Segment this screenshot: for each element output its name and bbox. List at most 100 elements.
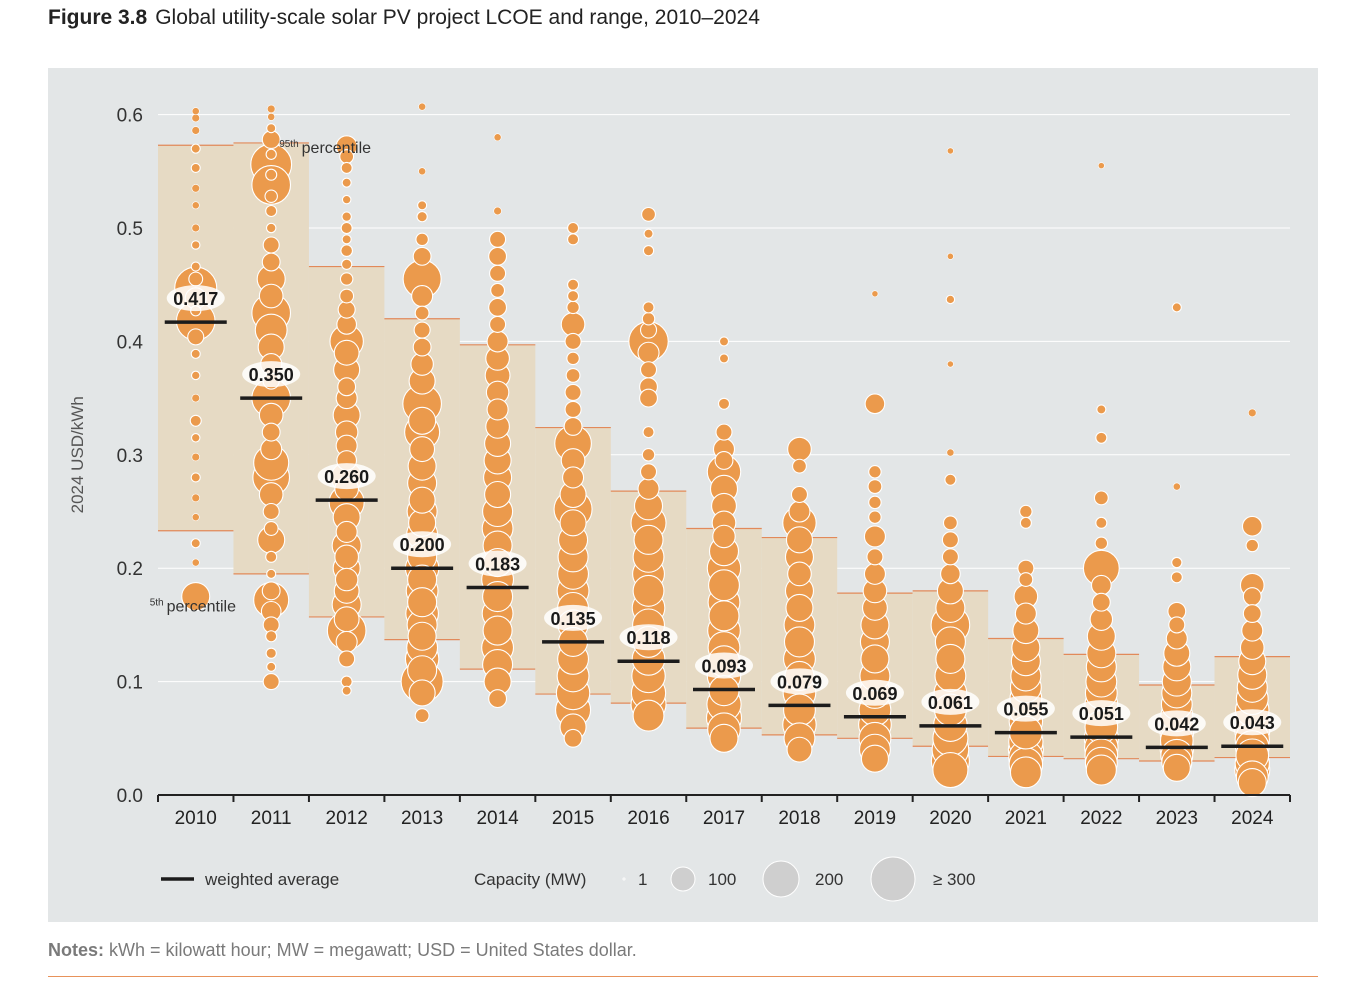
weighted-average-label: 0.069 bbox=[852, 684, 897, 704]
project-bubble bbox=[940, 563, 961, 585]
project-bubble bbox=[944, 473, 957, 486]
project-bubble bbox=[567, 233, 580, 246]
value-label-background bbox=[996, 695, 1055, 722]
value-label-background bbox=[544, 604, 603, 631]
project-bubble bbox=[563, 417, 583, 436]
notes-text: kWh = kilowatt hour; MW = megawatt; USD … bbox=[109, 940, 637, 960]
project-bubble bbox=[341, 194, 352, 205]
project-bubble bbox=[488, 297, 508, 317]
figure-title-text: Global utility-scale solar PV project LC… bbox=[155, 6, 760, 29]
project-bubble bbox=[941, 531, 959, 549]
y-tick-label: 0.3 bbox=[117, 446, 143, 467]
project-bubble bbox=[863, 562, 886, 585]
value-label-background bbox=[317, 463, 376, 490]
project-bubble bbox=[262, 673, 280, 691]
project-bubble bbox=[190, 538, 201, 549]
project-bubble bbox=[261, 422, 281, 442]
project-bubble bbox=[265, 148, 277, 160]
project-bubble bbox=[868, 465, 882, 479]
project-bubble bbox=[1094, 536, 1109, 551]
project-bubble bbox=[1172, 482, 1181, 491]
project-bubble bbox=[1095, 516, 1108, 529]
project-bubble bbox=[1242, 587, 1262, 606]
project-bubble bbox=[258, 482, 284, 507]
project-bubble bbox=[1085, 754, 1117, 786]
weighted-average-label: 0.042 bbox=[1154, 714, 1199, 734]
project-bubble bbox=[340, 221, 353, 235]
chart-panel: 0.0 0.1 0.2 0.3 0.4 0.5 0.6 2024 USD/kWh 0.417 0.… bbox=[48, 68, 1318, 922]
project-bubble bbox=[717, 397, 731, 410]
project-bubble bbox=[187, 328, 205, 346]
project-bubble bbox=[265, 168, 278, 181]
project-bubble bbox=[190, 162, 201, 173]
x-tick-label: 2019 bbox=[854, 808, 896, 829]
project-bubble bbox=[339, 272, 354, 286]
project-bubble bbox=[181, 581, 211, 612]
project-bubble bbox=[1170, 571, 1183, 584]
project-bubble bbox=[1097, 162, 1105, 170]
project-bubble bbox=[191, 223, 200, 233]
project-bubble bbox=[565, 367, 581, 383]
project-bubble bbox=[190, 143, 201, 154]
project-bubble bbox=[340, 244, 354, 258]
project-bubble bbox=[266, 123, 277, 134]
project-bubble bbox=[785, 526, 814, 554]
value-label-background bbox=[1147, 710, 1206, 737]
project-bubble bbox=[191, 126, 200, 135]
project-bubble bbox=[714, 451, 734, 470]
project-bubble bbox=[642, 301, 655, 314]
project-bubble bbox=[642, 245, 655, 257]
project-bubble bbox=[945, 294, 956, 305]
project-bubble bbox=[1096, 404, 1107, 415]
project-bubble bbox=[409, 436, 436, 463]
y-tick-label: 0.6 bbox=[117, 106, 143, 127]
project-bubble bbox=[484, 480, 512, 509]
project-bubble bbox=[261, 252, 281, 272]
project-bubble bbox=[338, 650, 356, 668]
project-bubble bbox=[866, 548, 884, 566]
project-bubble bbox=[266, 568, 277, 579]
project-bubble bbox=[189, 414, 202, 427]
weighted-average-label: 0.135 bbox=[551, 609, 596, 629]
p5-annotation-superscript: 5th bbox=[150, 597, 164, 608]
project-bubble bbox=[947, 360, 954, 368]
project-bubble bbox=[1093, 490, 1109, 506]
project-bubble bbox=[191, 558, 200, 567]
project-bubble bbox=[191, 452, 200, 462]
x-tick-label: 2021 bbox=[1005, 808, 1047, 829]
project-bubble bbox=[564, 383, 582, 401]
value-label-background bbox=[1223, 709, 1282, 736]
project-bubble bbox=[1248, 408, 1257, 418]
project-bubble bbox=[783, 693, 816, 727]
project-bubble bbox=[643, 228, 654, 239]
project-bubble bbox=[637, 477, 660, 500]
project-bubble bbox=[1019, 516, 1032, 529]
project-bubble bbox=[191, 393, 200, 403]
project-bubble bbox=[341, 685, 352, 696]
y-tick-label: 0.4 bbox=[117, 332, 144, 353]
project-bubble bbox=[863, 525, 886, 548]
project-bubble bbox=[262, 502, 280, 521]
y-tick-label: 0.1 bbox=[117, 673, 143, 694]
project-bubble bbox=[935, 643, 966, 674]
project-bubble bbox=[190, 370, 201, 381]
project-bubble bbox=[639, 361, 658, 379]
project-bubble bbox=[947, 252, 954, 260]
project-bubble bbox=[191, 184, 200, 193]
project-bubble bbox=[266, 661, 277, 672]
project-bubble bbox=[489, 230, 507, 248]
project-bubble bbox=[860, 744, 889, 773]
x-tick-label: 2016 bbox=[627, 808, 669, 829]
project-bubble bbox=[411, 284, 434, 308]
project-bubble bbox=[1168, 616, 1186, 634]
project-bubble bbox=[493, 133, 502, 142]
weighted-average-label: 0.055 bbox=[1003, 700, 1048, 720]
project-bubble bbox=[790, 485, 809, 504]
p95-annotation-superscript: 95th bbox=[279, 139, 298, 150]
project-bubble bbox=[340, 675, 353, 688]
project-bubble bbox=[493, 206, 502, 216]
project-bubble bbox=[871, 290, 879, 298]
project-bubble bbox=[190, 348, 201, 359]
project-bubble bbox=[267, 112, 276, 121]
project-bubble bbox=[868, 510, 882, 524]
